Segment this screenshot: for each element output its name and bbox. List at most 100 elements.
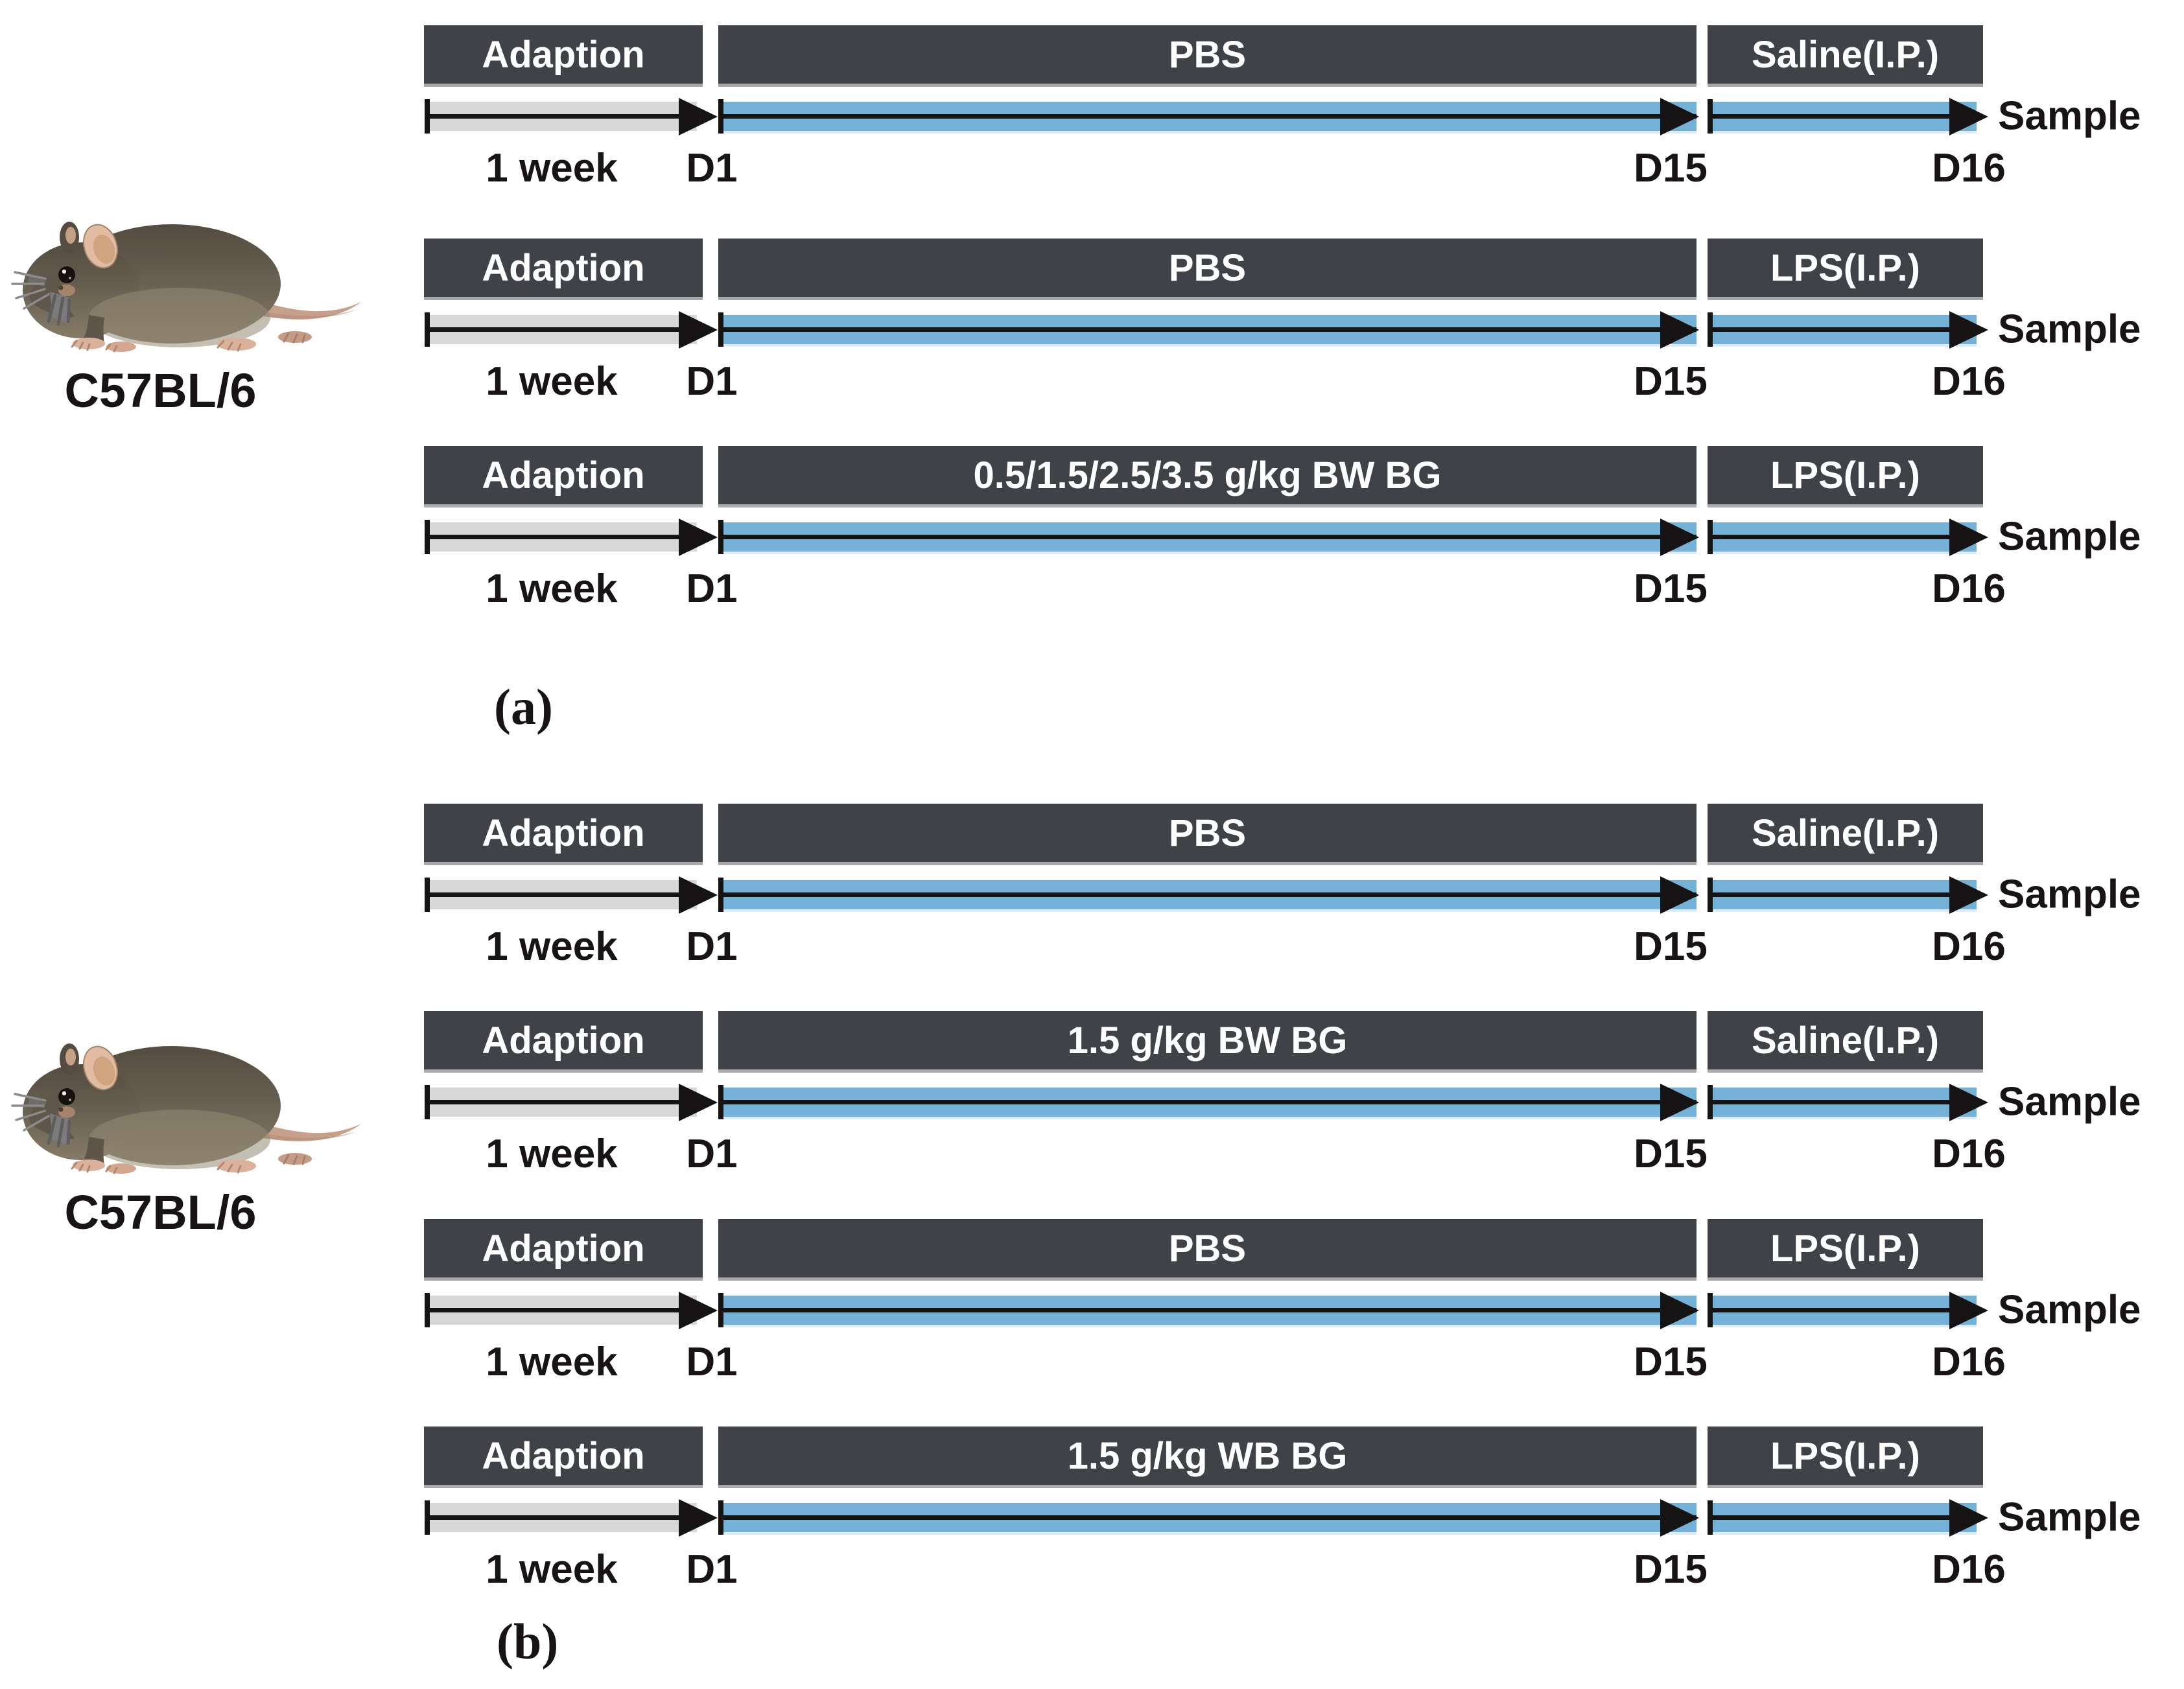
timeline-row-b1: Adaption PBS Saline(I.P.) 1 week D1 D15 …: [0, 804, 2184, 1018]
mouse-group-a: C57BL/6: [10, 219, 379, 420]
arrow-shaft: [425, 892, 697, 897]
treatment-arrow: [718, 1083, 1699, 1121]
adaption-arrow: [425, 1291, 718, 1329]
arrow-shaft: [425, 1100, 697, 1104]
d15-label: D15: [1634, 359, 1708, 404]
arrowhead-icon: [1660, 1083, 1699, 1121]
arrowhead-icon: [1660, 97, 1699, 135]
injection-box: LPS(I.P.): [1708, 1219, 1983, 1281]
week-label: 1 week: [486, 146, 618, 191]
arrow-shaft: [718, 1515, 1697, 1520]
timeline-row-a1: Adaption PBS Saline(I.P.) 1 week D1 D15 …: [0, 25, 2184, 239]
arrowhead-icon: [679, 876, 718, 914]
mouse-strain-label: C57BL/6: [64, 364, 257, 417]
injection-box: Saline(I.P.): [1708, 25, 1983, 87]
treatment-box: PBS: [718, 239, 1697, 300]
arrowhead-icon: [679, 518, 718, 556]
arrowhead-icon: [1660, 876, 1699, 914]
injection-box: LPS(I.P.): [1708, 1427, 1983, 1488]
d15-label: D15: [1634, 924, 1708, 969]
sample-label: Sample: [1998, 1495, 2141, 1540]
sample-label: Sample: [1998, 514, 2141, 559]
arrow-shaft: [1708, 1515, 1977, 1520]
adaption-arrow: [425, 1083, 718, 1121]
d1-label: D1: [686, 146, 738, 191]
treatment-box: 1.5 g/kg WB BG: [718, 1427, 1697, 1488]
adaption-box: Adaption: [424, 239, 703, 300]
sample-label: Sample: [1998, 307, 2141, 352]
d16-label: D16: [1932, 1340, 2006, 1384]
d16-label: D16: [1932, 1132, 2006, 1176]
arrow-shaft: [1708, 892, 1977, 897]
treatment-arrow: [718, 97, 1699, 135]
week-label: 1 week: [486, 1340, 618, 1384]
week-label: 1 week: [486, 566, 618, 611]
week-label: 1 week: [486, 1132, 618, 1176]
injection-arrow: [1708, 876, 1988, 914]
d1-label: D1: [686, 1340, 738, 1384]
arrowhead-icon: [679, 1291, 718, 1329]
treatment-arrow: [718, 1291, 1699, 1329]
d16-label: D16: [1932, 1547, 2006, 1592]
arrow-shaft: [1708, 114, 1977, 119]
arrow-shaft: [1708, 327, 1977, 332]
treatment-arrow: [718, 1498, 1699, 1537]
arrowhead-icon: [1949, 1083, 1988, 1121]
d1-label: D1: [686, 566, 738, 611]
arrow-shaft: [425, 1308, 697, 1312]
adaption-box: Adaption: [424, 1011, 703, 1073]
arrowhead-icon: [1949, 876, 1988, 914]
arrowhead-icon: [679, 97, 718, 135]
d16-label: D16: [1932, 359, 2006, 404]
adaption-box: Adaption: [424, 1219, 703, 1281]
d1-label: D1: [686, 359, 738, 404]
d15-label: D15: [1634, 1340, 1708, 1384]
treatment-box: PBS: [718, 25, 1697, 87]
injection-arrow: [1708, 1083, 1988, 1121]
treatment-box: 1.5 g/kg BW BG: [718, 1011, 1697, 1073]
arrowhead-icon: [1949, 1291, 1988, 1329]
arrow-shaft: [718, 892, 1697, 897]
arrowhead-icon: [1660, 518, 1699, 556]
sample-label: Sample: [1998, 872, 2141, 917]
d15-label: D15: [1634, 1132, 1708, 1176]
arrow-shaft: [718, 327, 1697, 332]
sample-label: Sample: [1998, 93, 2141, 139]
arrowhead-icon: [1949, 310, 1988, 349]
d16-label: D16: [1932, 566, 2006, 611]
arrow-shaft: [425, 1515, 697, 1520]
timeline-row-a2: Adaption PBS LPS(I.P.) 1 week D1 D15 D16…: [0, 239, 2184, 452]
treatment-box: PBS: [718, 804, 1697, 865]
sample-label: Sample: [1998, 1287, 2141, 1333]
arrow-shaft: [1708, 1308, 1977, 1312]
sample-label: Sample: [1998, 1079, 2141, 1124]
d15-label: D15: [1634, 146, 1708, 191]
panel-b-label: (b): [497, 1613, 559, 1670]
d16-label: D16: [1932, 146, 2006, 191]
arrowhead-icon: [1660, 310, 1699, 349]
arrowhead-icon: [1949, 1498, 1988, 1537]
adaption-box: Adaption: [424, 446, 703, 507]
week-label: 1 week: [486, 1547, 618, 1592]
panel-a-label: (a): [494, 679, 553, 735]
treatment-arrow: [718, 876, 1699, 914]
adaption-box: Adaption: [424, 1427, 703, 1488]
injection-box: Saline(I.P.): [1708, 804, 1983, 865]
injection-arrow: [1708, 97, 1988, 135]
arrow-shaft: [718, 1100, 1697, 1104]
injection-arrow: [1708, 518, 1988, 556]
injection-box: LPS(I.P.): [1708, 239, 1983, 300]
d1-label: D1: [686, 924, 738, 969]
adaption-arrow: [425, 876, 718, 914]
arrowhead-icon: [1660, 1291, 1699, 1329]
d1-label: D1: [686, 1547, 738, 1592]
arrowhead-icon: [1660, 1498, 1699, 1537]
arrow-shaft: [718, 114, 1697, 119]
arrow-shaft: [1708, 535, 1977, 539]
adaption-arrow: [425, 518, 718, 556]
arrow-shaft: [425, 535, 697, 539]
week-label: 1 week: [486, 359, 618, 404]
arrow-shaft: [718, 535, 1697, 539]
timeline-row-b2: Adaption 1.5 g/kg BW BG Saline(I.P.) 1 w…: [0, 1011, 2184, 1225]
week-label: 1 week: [486, 924, 618, 969]
